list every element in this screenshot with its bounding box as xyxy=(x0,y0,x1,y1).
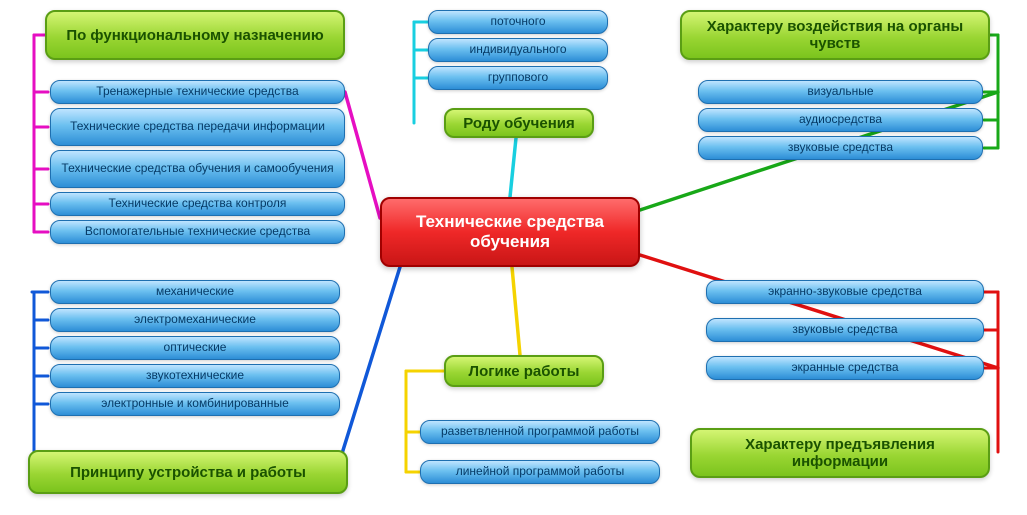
category-label: Характеру воздействия на органы чувств xyxy=(690,18,980,52)
item-functional-1: Технические средства передачи информации xyxy=(50,108,345,146)
item-functional-0: Тренажерные технические средства xyxy=(50,80,345,104)
category-presentation: Характеру предъявления информации xyxy=(690,428,990,478)
item-label: линейной программой работы xyxy=(456,465,625,478)
category-logic: Логике работы xyxy=(444,355,604,387)
item-senses-0: визуальные xyxy=(698,80,983,104)
item-presentation-1: звуковые средства xyxy=(706,318,984,342)
item-device-3: звукотехнические xyxy=(50,364,340,388)
item-type-0: поточного xyxy=(428,10,608,34)
item-label: поточного xyxy=(490,15,545,28)
item-label: визуальные xyxy=(807,85,873,98)
item-label: индивидуального xyxy=(470,43,567,56)
item-senses-1: аудиосредства xyxy=(698,108,983,132)
category-label: Характеру предъявления информации xyxy=(700,436,980,470)
item-device-1: электромеханические xyxy=(50,308,340,332)
item-device-0: механические xyxy=(50,280,340,304)
item-functional-4: Вспомогательные технические средства xyxy=(50,220,345,244)
item-type-1: индивидуального xyxy=(428,38,608,62)
item-label: звуковые средства xyxy=(788,141,893,154)
category-label: Логике работы xyxy=(469,363,580,380)
item-type-2: группового xyxy=(428,66,608,90)
item-label: экранно-звуковые средства xyxy=(768,285,922,298)
item-label: звукотехнические xyxy=(146,369,244,382)
item-logic-1: линейной программой работы xyxy=(420,460,660,484)
item-label: электромеханические xyxy=(134,313,256,326)
item-senses-2: звуковые средства xyxy=(698,136,983,160)
item-label: Технические средства передачи информации xyxy=(70,120,325,133)
item-label: Технические средства контроля xyxy=(109,197,287,210)
item-device-4: электронные и комбинированные xyxy=(50,392,340,416)
category-label: Принципу устройства и работы xyxy=(70,464,306,481)
item-presentation-2: экранные средства xyxy=(706,356,984,380)
item-label: Вспомогательные технические средства xyxy=(85,225,310,238)
category-type: Роду обучения xyxy=(444,108,594,138)
item-label: Тренажерные технические средства xyxy=(96,85,298,98)
center-label: Технические средства обучения xyxy=(390,212,630,252)
item-presentation-0: экранно-звуковые средства xyxy=(706,280,984,304)
item-label: звуковые средства xyxy=(792,323,897,336)
item-label: механические xyxy=(156,285,234,298)
category-senses: Характеру воздействия на органы чувств xyxy=(680,10,990,60)
center-node: Технические средства обучения xyxy=(380,197,640,267)
item-label: экранные средства xyxy=(791,361,898,374)
item-label: Технические средства обучения и самообуч… xyxy=(61,162,333,175)
item-label: аудиосредства xyxy=(799,113,882,126)
category-device: Принципу устройства и работы xyxy=(28,450,348,494)
item-device-2: оптические xyxy=(50,336,340,360)
category-functional: По функциональному назначению xyxy=(45,10,345,60)
item-label: разветвленной программой работы xyxy=(441,425,639,438)
category-label: По функциональному назначению xyxy=(66,27,323,44)
item-label: оптические xyxy=(164,341,227,354)
item-label: электронные и комбинированные xyxy=(101,397,289,410)
item-functional-3: Технические средства контроля xyxy=(50,192,345,216)
item-label: группового xyxy=(488,71,548,84)
category-label: Роду обучения xyxy=(463,115,574,132)
item-logic-0: разветвленной программой работы xyxy=(420,420,660,444)
item-functional-2: Технические средства обучения и самообуч… xyxy=(50,150,345,188)
